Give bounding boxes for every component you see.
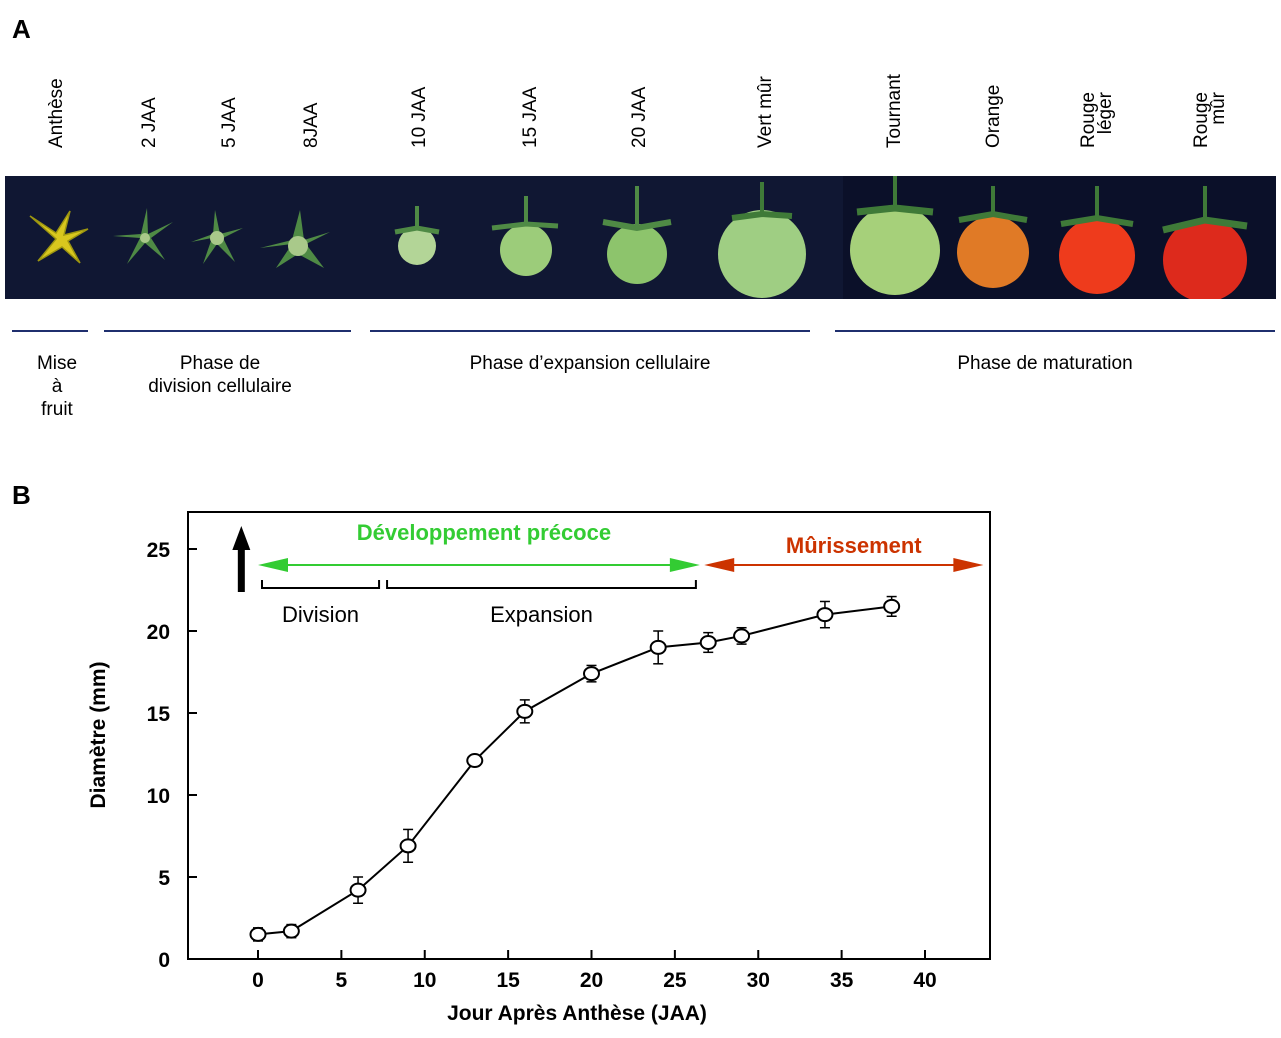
data-point xyxy=(516,703,534,719)
anthesis-arrow-head xyxy=(232,526,251,550)
phase-label-mise-a-fruit: Mise à fruit xyxy=(36,353,78,420)
fruit-vert-mur-icon xyxy=(718,182,806,298)
y-tick-label: 10 xyxy=(147,785,170,808)
stage-label-6: 20 JAA xyxy=(629,86,650,148)
sepal-5jaa-icon xyxy=(191,210,243,264)
phase-label-maturation: Phase de maturation xyxy=(957,353,1133,374)
data-point xyxy=(883,598,901,614)
data-point xyxy=(249,926,267,942)
x-tick-label: 35 xyxy=(830,969,854,992)
stage-label-3: 8JAA xyxy=(301,102,322,148)
phase-line-expansion xyxy=(370,330,810,332)
x-tick-label: 20 xyxy=(580,969,603,992)
stage-label-1: 2 JAA xyxy=(139,97,160,148)
data-point xyxy=(466,753,484,769)
stage-label-4: 10 JAA xyxy=(409,86,430,148)
stage-label-0: Anthèse xyxy=(46,78,67,148)
ripening-arrow-right xyxy=(953,558,984,572)
y-tick-label: 25 xyxy=(147,539,171,562)
sepal-8jaa-icon xyxy=(260,210,330,268)
fruit-rouge-mur-icon xyxy=(1162,186,1248,299)
stage-label-2: 5 JAA xyxy=(219,97,240,148)
y-tick-label: 5 xyxy=(158,867,170,890)
phase-label-division: Phase de division cellulaire xyxy=(148,353,292,397)
phase-line-maturation xyxy=(835,330,1275,332)
ripening-arrow-left xyxy=(704,558,735,572)
data-point xyxy=(816,607,834,623)
stage-label-7: Vert mûr xyxy=(755,76,776,148)
fruit-orange-icon xyxy=(957,186,1029,288)
early-development-label: Développement précoce xyxy=(357,520,611,545)
x-axis-label: Jour Après Anthèse (JAA) xyxy=(447,1002,707,1025)
ripening-label: Mûrissement xyxy=(786,533,922,558)
stage-label-8: Tournant xyxy=(884,74,905,148)
y-axis-label: Diamètre (mm) xyxy=(87,661,110,808)
data-point xyxy=(282,923,300,939)
stage-label-11: Rouge mûr xyxy=(1191,92,1229,148)
y-tick-label: 0 xyxy=(158,949,170,972)
y-tick-label: 15 xyxy=(147,703,171,726)
division-label: Division xyxy=(282,602,359,627)
stage-label-9: Orange xyxy=(983,84,1004,148)
diameter-line-chart: 0 5 10 15 20 25 30 35 40 0 5 10 15 20 25 Développement… xyxy=(87,511,991,1025)
x-tick-label: 5 xyxy=(336,969,348,992)
data-point xyxy=(733,628,751,644)
data-point xyxy=(349,882,367,898)
stage-label-10: Rouge léger xyxy=(1078,92,1116,148)
y-tick-label: 20 xyxy=(147,621,170,644)
data-point xyxy=(699,634,717,650)
x-tick-label: 10 xyxy=(413,969,436,992)
flower-anthesis-icon xyxy=(29,210,89,264)
fruit-stage-photo-strip xyxy=(5,176,1276,299)
phase-label-expansion: Phase d’expansion cellulaire xyxy=(469,353,711,374)
data-point xyxy=(583,666,600,682)
early-development-arrow-right xyxy=(669,558,700,572)
phase-line-division xyxy=(104,330,351,332)
x-tick-label: 30 xyxy=(747,969,770,992)
x-tick-label: 25 xyxy=(663,969,687,992)
plot-frame xyxy=(187,511,991,960)
fruit-20jaa-icon xyxy=(602,186,672,284)
data-point xyxy=(399,838,417,854)
expansion-label: Expansion xyxy=(490,602,593,627)
x-tick-label: 15 xyxy=(496,969,520,992)
early-development-arrow-left xyxy=(258,558,288,572)
series-line xyxy=(257,605,892,936)
phase-line-mise-a-fruit xyxy=(12,330,88,332)
data-point xyxy=(649,639,667,655)
fruit-15jaa-icon xyxy=(491,196,559,276)
expansion-bracket xyxy=(386,580,697,589)
x-tick-label: 40 xyxy=(913,969,936,992)
panel-b-letter: B xyxy=(12,480,31,510)
x-tick-label: 0 xyxy=(252,969,264,992)
division-bracket xyxy=(261,580,381,589)
sepal-2jaa-icon xyxy=(113,208,173,264)
fruit-tournant-icon xyxy=(850,176,940,295)
fruit-rouge-leger-icon xyxy=(1059,186,1135,294)
stage-label-5: 15 JAA xyxy=(520,86,541,148)
panel-a-letter: A xyxy=(12,14,31,44)
fruit-10jaa-icon xyxy=(394,206,440,265)
